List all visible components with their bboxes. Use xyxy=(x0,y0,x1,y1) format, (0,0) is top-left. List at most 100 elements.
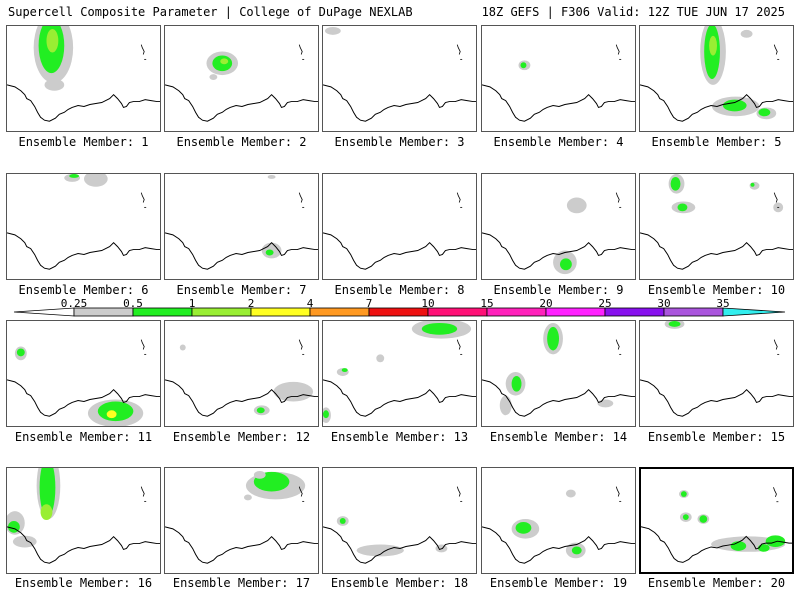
ensemble-map-panel[interactable] xyxy=(322,25,477,132)
ensemble-map-panel[interactable] xyxy=(481,173,636,280)
lake-outline xyxy=(773,487,777,498)
parameter-contour xyxy=(40,504,53,521)
colorbar-bin xyxy=(250,307,311,317)
ensemble-map-panel[interactable] xyxy=(639,467,794,574)
parameter-contour xyxy=(499,395,512,416)
parameter-contour xyxy=(699,515,708,523)
lake-outline xyxy=(456,339,461,350)
colorbar-tick-label: 0.25 xyxy=(60,297,88,310)
parameter-contour xyxy=(559,258,572,271)
lake-outline xyxy=(773,44,778,55)
parameter-contour xyxy=(253,470,266,479)
ensemble-map-panel[interactable] xyxy=(639,173,794,280)
parameter-contour xyxy=(565,489,576,498)
lake-outline xyxy=(456,44,461,55)
ensemble-map-panel[interactable] xyxy=(322,320,477,427)
parameter-contour xyxy=(324,26,341,35)
parameter-contour xyxy=(97,401,134,422)
parameter-contour xyxy=(677,203,688,212)
parameter-contour xyxy=(765,535,786,547)
colorbar-tick-label: 7 xyxy=(365,297,373,310)
coastline xyxy=(7,526,160,564)
ensemble-map-panel[interactable] xyxy=(6,173,161,280)
colorbar-tick-label: 0.5 xyxy=(123,297,143,310)
ensemble-member-label: Ensemble Member: 20 xyxy=(647,576,786,590)
ensemble-map-panel[interactable] xyxy=(6,25,161,132)
ensemble-member-label: Ensemble Member: 10 xyxy=(647,283,786,297)
colorbar-tick-label: 10 xyxy=(421,297,435,310)
ensemble-member-label: Ensemble Member: 6 xyxy=(18,283,149,297)
parameter-contour xyxy=(267,174,276,179)
ensemble-map-panel[interactable] xyxy=(164,25,319,132)
ensemble-map-panel[interactable] xyxy=(639,25,794,132)
parameter-contour xyxy=(16,348,25,357)
coastline xyxy=(165,379,318,417)
colorbar-tick-label: 20 xyxy=(539,297,553,310)
parameter-contour xyxy=(520,62,527,69)
parameter-contour xyxy=(722,99,747,112)
parameter-contour xyxy=(243,494,252,501)
coastline xyxy=(7,232,160,270)
lake-outline xyxy=(140,486,145,497)
coastline xyxy=(482,526,635,564)
ensemble-map-panel[interactable] xyxy=(481,320,636,427)
lake-outline xyxy=(615,339,620,350)
ensemble-map-panel[interactable] xyxy=(322,467,477,574)
ensemble-member-label: Ensemble Member: 5 xyxy=(651,135,782,149)
parameter-contour xyxy=(179,344,186,351)
ensemble-map-panel[interactable] xyxy=(639,320,794,427)
parameter-contour xyxy=(566,197,587,214)
ensemble-member-label: Ensemble Member: 19 xyxy=(489,576,628,590)
ensemble-member-label: Ensemble Member: 17 xyxy=(172,576,311,590)
lake-outline xyxy=(140,44,145,55)
lake-outline xyxy=(773,339,778,350)
ensemble-member-label: Ensemble Member: 11 xyxy=(14,430,153,444)
parameter-contour xyxy=(323,410,329,419)
parameter-contour xyxy=(511,375,522,392)
lake-outline xyxy=(456,486,461,497)
parameter-contour xyxy=(39,468,56,518)
parameter-contour xyxy=(547,326,559,351)
parameter-contour xyxy=(356,544,404,557)
parameter-contour xyxy=(256,407,265,414)
lake-outline xyxy=(773,192,778,203)
coastline xyxy=(641,526,792,563)
ensemble-map-panel[interactable] xyxy=(6,320,161,427)
ensemble-map-panel[interactable] xyxy=(164,467,319,574)
parameter-contour xyxy=(220,58,229,65)
lake-outline xyxy=(615,44,620,55)
coastline xyxy=(323,379,476,417)
coastline xyxy=(482,232,635,270)
ensemble-member-label: Ensemble Member: 8 xyxy=(334,283,465,297)
colorbar-tick-label: 4 xyxy=(306,297,314,310)
lake-outline xyxy=(140,339,145,350)
colorbar-tick-label: 30 xyxy=(657,297,671,310)
ensemble-map-panel[interactable] xyxy=(164,320,319,427)
colorbar xyxy=(13,307,786,317)
ensemble-map-panel[interactable] xyxy=(481,25,636,132)
ensemble-member-label: Ensemble Member: 4 xyxy=(493,135,624,149)
ensemble-map-panel[interactable] xyxy=(6,467,161,574)
parameter-contour xyxy=(682,514,689,521)
colorbar-bin xyxy=(545,307,606,317)
parameter-contour xyxy=(83,174,108,187)
coastline xyxy=(7,84,160,122)
parameter-contour xyxy=(758,108,771,117)
ensemble-member-label: Ensemble Member: 18 xyxy=(330,576,469,590)
parameter-contour xyxy=(12,535,37,548)
colorbar-tick-label: 2 xyxy=(247,297,255,310)
colorbar-bin xyxy=(663,307,724,317)
ensemble-member-label: Ensemble Member: 13 xyxy=(330,430,469,444)
valid-time-label: 18Z GEFS | F306 Valid: 12Z TUE JUN 17 20… xyxy=(481,5,785,19)
parameter-contour xyxy=(69,174,80,178)
ensemble-map-panel[interactable] xyxy=(481,467,636,574)
ensemble-map-panel[interactable] xyxy=(322,173,477,280)
ensemble-map-panel[interactable] xyxy=(164,173,319,280)
lake-outline xyxy=(140,192,145,203)
parameter-contour xyxy=(209,74,218,80)
ensemble-member-label: Ensemble Member: 16 xyxy=(14,576,153,590)
parameter-contour xyxy=(740,29,753,38)
parameter-contour xyxy=(515,521,532,534)
colorbar-right-arrow xyxy=(722,307,786,317)
parameter-contour xyxy=(750,182,755,187)
